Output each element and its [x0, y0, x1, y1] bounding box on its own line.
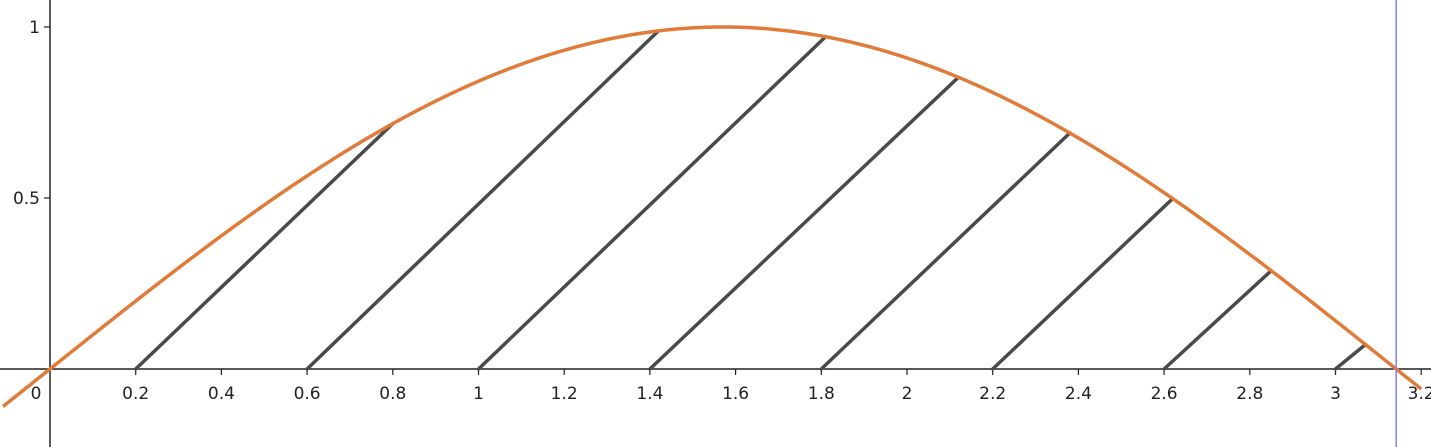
x-tick-label: 2.2 — [979, 384, 1006, 404]
x-tick-label: 0.2 — [122, 384, 149, 404]
hatch-segment — [819, 131, 1072, 371]
x-tick-label: 3 — [1330, 384, 1341, 404]
sine-curve-layer — [1, 25, 1423, 408]
hatch-segment — [990, 196, 1175, 371]
x-tick-label: 1.2 — [551, 384, 578, 404]
x-tick-label: 3.2 — [1408, 384, 1431, 404]
hatch-segment — [476, 34, 828, 371]
x-tick-label: 1.6 — [722, 384, 749, 404]
x-tick-label: 1.4 — [636, 384, 663, 404]
hatch-segment — [1333, 342, 1368, 371]
x-tick-label: 0.8 — [379, 384, 406, 404]
x-tick-label: 2.4 — [1065, 384, 1092, 404]
x-tick-label: 2 — [902, 384, 913, 404]
x-tick-label: 1.8 — [808, 384, 835, 404]
x-tick-label: 0.6 — [294, 384, 321, 404]
hatch-segment — [1162, 268, 1273, 371]
tick-labels: 0.2 0.4 0.6 0.8 1 1.2 1.4 1.6 1.8 2 2.2 2.4 2.6 2.8 3 3… — [13, 18, 1431, 404]
x-tick-label: 1 — [473, 384, 484, 404]
hatch-segment — [648, 75, 961, 371]
sine-curve — [1, 25, 1423, 408]
hatch-segment — [133, 121, 395, 371]
x-tick-label: 0.4 — [208, 384, 235, 404]
x-tick-label: 2.8 — [1236, 384, 1263, 404]
y-tick-label: 1 — [29, 18, 40, 38]
y-tick-label: 0.5 — [13, 189, 40, 209]
origin-label: 0 — [31, 384, 42, 404]
x-tick-label: 2.6 — [1151, 384, 1178, 404]
hatch-segment — [305, 29, 661, 371]
hatch-segments — [133, 29, 1368, 371]
